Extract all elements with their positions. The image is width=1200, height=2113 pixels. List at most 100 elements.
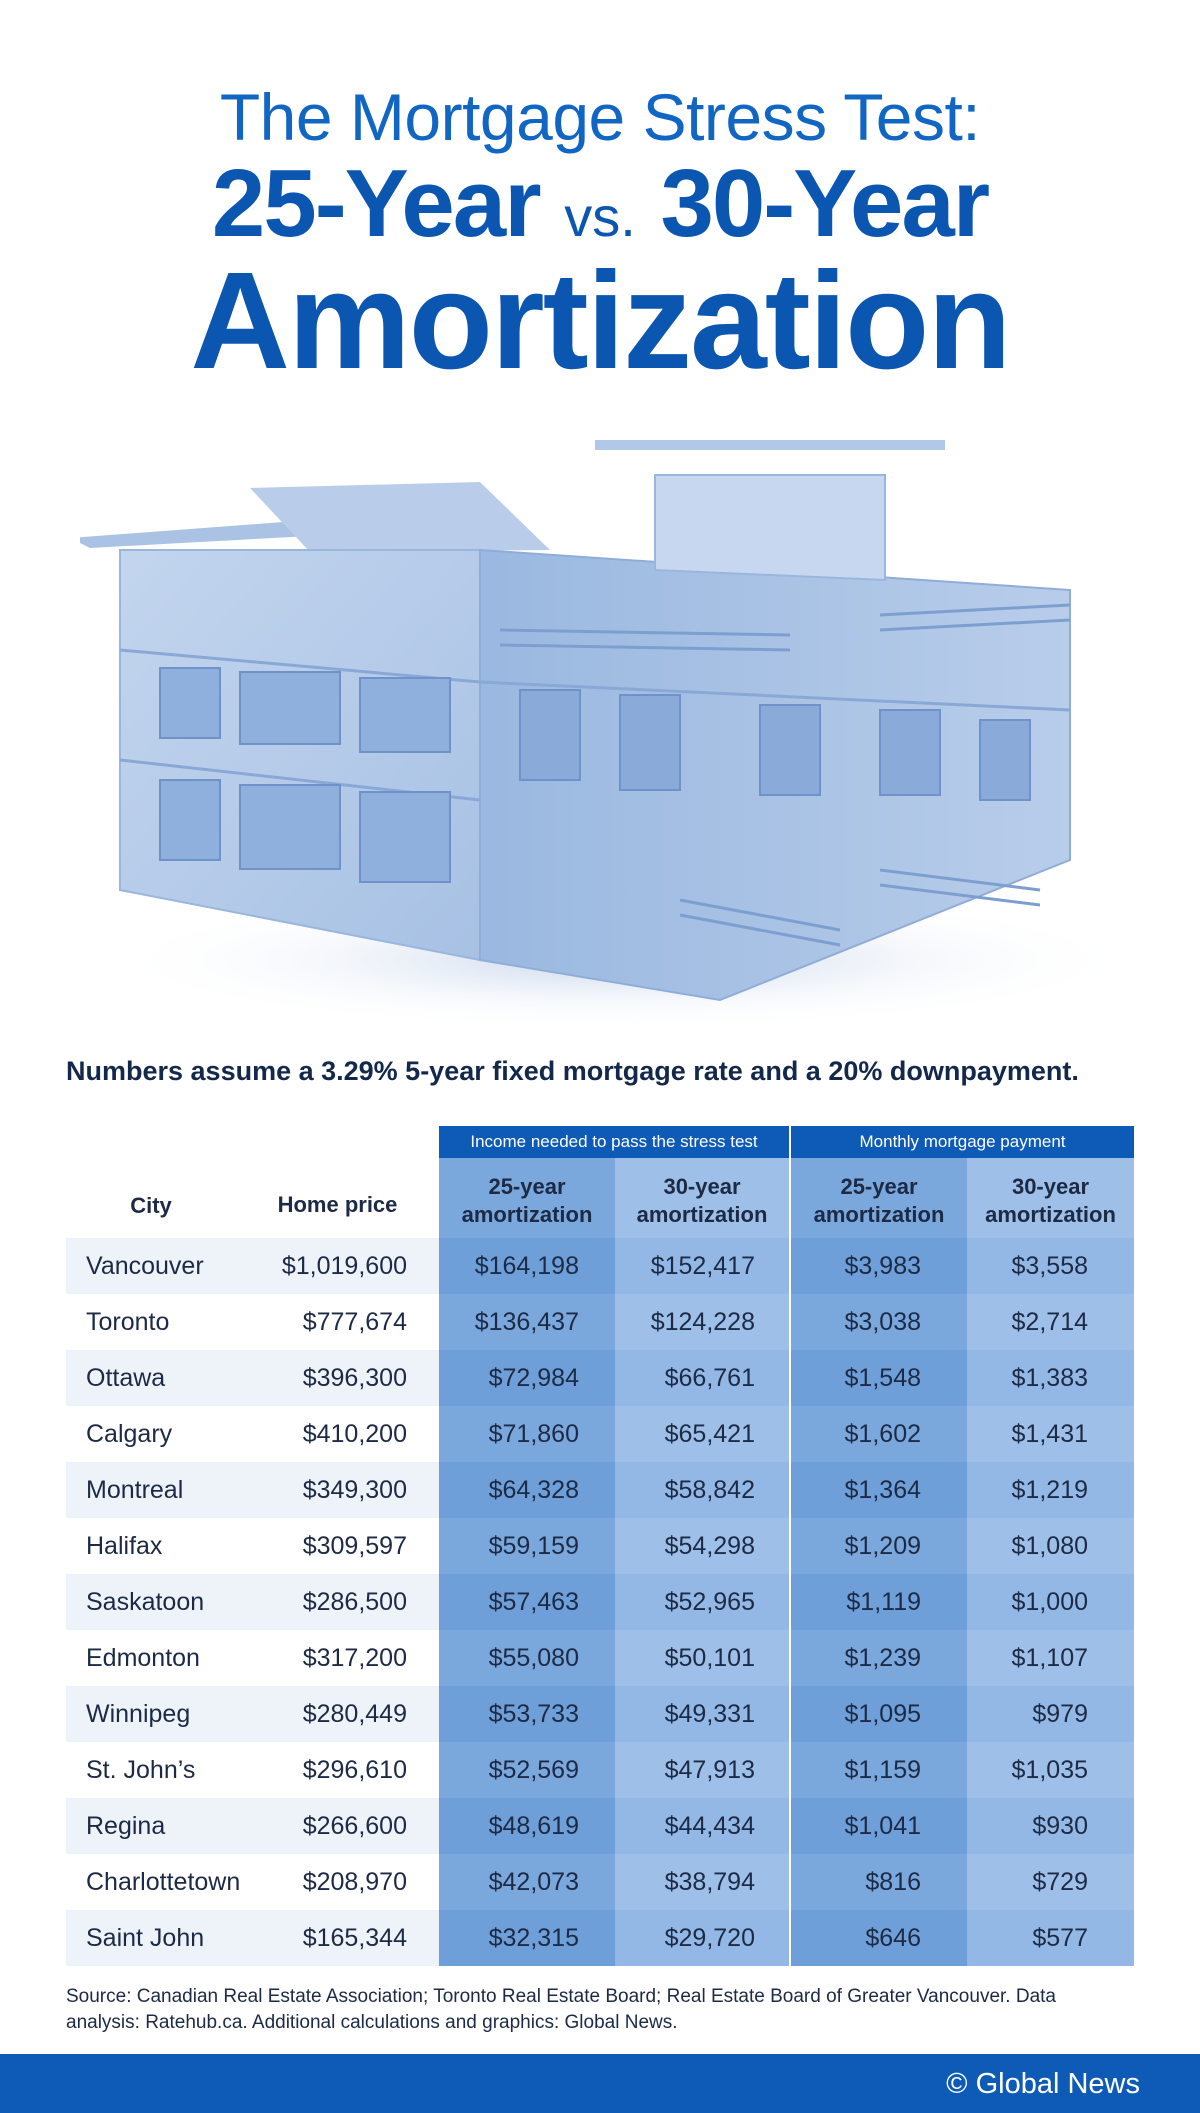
- price-cell: $165,344: [302, 1924, 407, 1952]
- table-row: Montreal $349,300 $64,328 $58,842 $1,364…: [66, 1462, 1134, 1518]
- global-news-brand: © Global News: [946, 2068, 1140, 2100]
- title-line-3: Amortization: [190, 244, 1011, 398]
- payment-25-cell: $1,095: [791, 1686, 967, 1742]
- payment-25-cell: $1,602: [791, 1406, 967, 1462]
- income-30-cell: $66,761: [615, 1350, 789, 1406]
- payment-25-cell: $1,159: [791, 1742, 967, 1798]
- income-30-cell: $29,720: [615, 1910, 789, 1966]
- house-illustration: [80, 440, 1140, 1030]
- table-row: Charlottetown $208,970 $42,073 $38,794 $…: [66, 1854, 1134, 1910]
- header-label: 25-year amortization: [461, 1174, 593, 1227]
- income-30-cell: $52,965: [615, 1574, 789, 1630]
- table-row: Calgary $410,200 $71,860 $65,421 $1,602 …: [66, 1406, 1134, 1462]
- column-header-payment-30: 30-year amortization: [967, 1158, 1134, 1244]
- table-row: Winnipeg $280,449 $53,733 $49,331 $1,095…: [66, 1686, 1134, 1742]
- price-cell: $349,300: [302, 1476, 407, 1504]
- header-label: 25-year amortization: [813, 1174, 945, 1227]
- column-header-income-30: 30-year amortization: [615, 1158, 789, 1244]
- price-cell: $1,019,600: [281, 1252, 407, 1280]
- income-30-cell: $65,421: [615, 1406, 789, 1462]
- income-30-cell: $54,298: [615, 1518, 789, 1574]
- city-cell: Winnipeg: [86, 1700, 191, 1728]
- income-30-cell: $124,228: [615, 1294, 789, 1350]
- title-line-2: 25-Year vs. 30-Year: [0, 152, 1200, 269]
- table-row: Regina $266,600 $48,619 $44,434 $1,041 $…: [66, 1798, 1134, 1854]
- table-row: Saskatoon $286,500 $57,463 $52,965 $1,11…: [66, 1574, 1134, 1630]
- income-25-cell: $136,437: [439, 1294, 615, 1350]
- payment-30-cell: $577: [967, 1910, 1134, 1966]
- income-25-cell: $72,984: [439, 1350, 615, 1406]
- payment-25-cell: $646: [791, 1910, 967, 1966]
- payment-30-cell: $1,383: [967, 1350, 1134, 1406]
- income-25-cell: $164,198: [439, 1238, 615, 1294]
- price-cell: $266,600: [302, 1812, 407, 1840]
- income-25-cell: $42,073: [439, 1854, 615, 1910]
- source-note: Source: Canadian Real Estate Association…: [66, 1986, 1056, 2033]
- header-label: 30-year amortization: [985, 1174, 1116, 1227]
- payment-25-cell: $1,548: [791, 1350, 967, 1406]
- payment-30-cell: $1,035: [967, 1742, 1134, 1798]
- income-25-cell: $53,733: [439, 1686, 615, 1742]
- group-header-payment: Monthly mortgage payment: [791, 1126, 1134, 1158]
- payment-25-cell: $3,038: [791, 1294, 967, 1350]
- income-25-cell: $71,860: [439, 1406, 615, 1462]
- income-30-cell: $58,842: [615, 1462, 789, 1518]
- table-row: Ottawa $396,300 $72,984 $66,761 $1,548 $…: [66, 1350, 1134, 1406]
- city-cell: Regina: [86, 1812, 166, 1840]
- payment-30-cell: $2,714: [967, 1294, 1134, 1350]
- income-30-cell: $38,794: [615, 1854, 789, 1910]
- income-25-cell: $59,159: [439, 1518, 615, 1574]
- table-row: Halifax $309,597 $59,159 $54,298 $1,209 …: [66, 1518, 1134, 1574]
- payment-25-cell: $1,119: [791, 1574, 967, 1630]
- payment-30-cell: $1,219: [967, 1462, 1134, 1518]
- header-label: 30-year amortization: [636, 1174, 768, 1227]
- income-30-cell: $152,417: [615, 1238, 789, 1294]
- income-25-cell: $55,080: [439, 1630, 615, 1686]
- price-cell: $286,500: [302, 1588, 407, 1616]
- city-cell: Calgary: [86, 1420, 173, 1448]
- column-header-income-25: 25-year amortization: [439, 1158, 615, 1244]
- payment-30-cell: $1,107: [967, 1630, 1134, 1686]
- table-body: Vancouver $1,019,600 $164,198 $152,417 $…: [66, 1238, 1134, 1966]
- footer-bar: © Global News: [0, 2054, 1200, 2113]
- city-cell: Halifax: [86, 1532, 163, 1560]
- payment-25-cell: $3,983: [791, 1238, 967, 1294]
- payment-30-cell: $729: [967, 1854, 1134, 1910]
- title-25-year: 25-Year: [211, 150, 542, 257]
- payment-25-cell: $1,041: [791, 1798, 967, 1854]
- income-30-cell: $44,434: [615, 1798, 789, 1854]
- price-cell: $317,200: [302, 1644, 407, 1672]
- price-cell: $410,200: [302, 1420, 407, 1448]
- table-row: Vancouver $1,019,600 $164,198 $152,417 $…: [66, 1238, 1134, 1294]
- income-30-cell: $50,101: [615, 1630, 789, 1686]
- price-cell: $208,970: [302, 1868, 407, 1896]
- income-25-cell: $48,619: [439, 1798, 615, 1854]
- table-row: St. John’s $296,610 $52,569 $47,913 $1,1…: [66, 1742, 1134, 1798]
- title-30-year: 30-Year: [660, 150, 990, 257]
- city-cell: St. John’s: [86, 1756, 196, 1784]
- payment-30-cell: $979: [967, 1686, 1134, 1742]
- payment-25-cell: $1,364: [791, 1462, 967, 1518]
- table-row: Saint John $165,344 $32,315 $29,720 $646…: [66, 1910, 1134, 1966]
- city-cell: Saskatoon: [86, 1588, 205, 1616]
- payment-30-cell: $1,000: [967, 1574, 1134, 1630]
- price-cell: $280,449: [302, 1700, 407, 1728]
- payment-25-cell: $1,239: [791, 1630, 967, 1686]
- column-header-payment-25: 25-year amortization: [791, 1158, 967, 1244]
- payment-30-cell: $1,431: [967, 1406, 1134, 1462]
- price-cell: $396,300: [302, 1364, 407, 1392]
- price-cell: $309,597: [302, 1532, 407, 1560]
- table-row: Toronto $777,674 $136,437 $124,228 $3,03…: [66, 1294, 1134, 1350]
- payment-25-cell: $1,209: [791, 1518, 967, 1574]
- payment-30-cell: $3,558: [967, 1238, 1134, 1294]
- income-30-cell: $47,913: [615, 1742, 789, 1798]
- price-cell: $296,610: [302, 1756, 407, 1784]
- income-25-cell: $57,463: [439, 1574, 615, 1630]
- income-25-cell: $52,569: [439, 1742, 615, 1798]
- city-cell: Saint John: [86, 1924, 205, 1952]
- city-cell: Toronto: [86, 1308, 170, 1336]
- title-vs: vs.: [564, 185, 636, 248]
- city-cell: Vancouver: [86, 1252, 204, 1280]
- title-line-1: The Mortgage Stress Test:: [219, 80, 981, 154]
- income-25-cell: $32,315: [439, 1910, 615, 1966]
